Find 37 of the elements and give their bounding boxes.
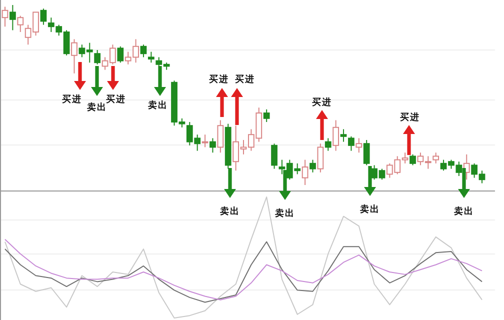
candlestick (348, 136, 354, 152)
annotation: 卖出 (275, 208, 295, 219)
annotation: 卖出 (220, 206, 240, 217)
candlestick (363, 140, 370, 166)
candlestick (17, 15, 24, 32)
annotation: 买进 (312, 97, 332, 108)
candlestick (340, 128, 347, 142)
annotation: 卖出 (148, 100, 168, 111)
candlestick (263, 108, 270, 122)
candlestick (10, 4, 16, 31)
candlestick (94, 50, 101, 65)
candlestick (432, 152, 440, 164)
candlestick (117, 46, 124, 64)
annotation: 买进 (209, 74, 229, 85)
candlestick (140, 44, 147, 58)
candlestick (148, 51, 154, 64)
candlestick (271, 143, 278, 170)
candlestick (324, 138, 332, 152)
annotation: 买进 (400, 112, 420, 123)
annotation: 买进 (235, 74, 255, 85)
candlestick (2, 6, 8, 28)
candlestick (310, 159, 316, 173)
candlestick (217, 120, 224, 154)
candlestick (332, 120, 340, 152)
candlestick (40, 8, 47, 26)
candlestick (302, 159, 308, 186)
annotation: 卖出 (454, 206, 474, 217)
candlestick (202, 134, 208, 148)
candlestick (71, 38, 78, 74)
candlestick (356, 138, 362, 154)
annotation: 卖出 (87, 102, 107, 113)
candlestick (210, 138, 216, 154)
annotation: 买进 (62, 94, 82, 105)
annotation: 买进 (106, 94, 126, 105)
annotation: 卖出 (360, 204, 380, 215)
candlestick (317, 143, 324, 173)
candlestick (410, 154, 416, 166)
